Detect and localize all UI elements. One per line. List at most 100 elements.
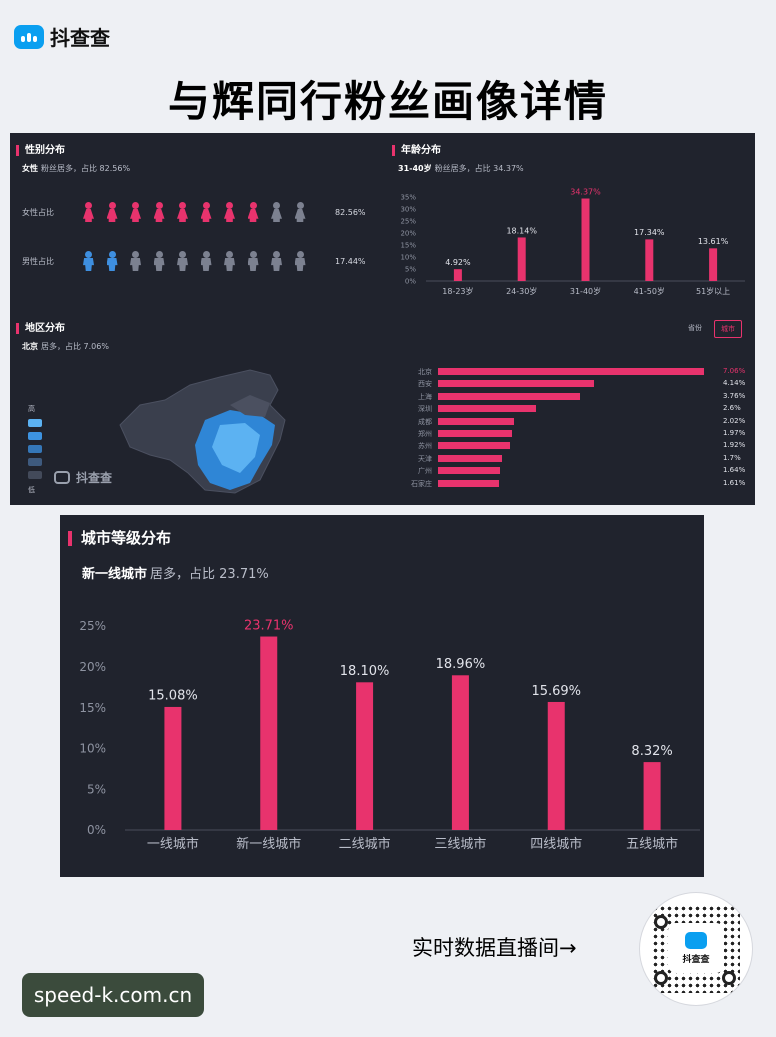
- female-label: 女性占比: [22, 207, 54, 217]
- y-tick-label: 0%: [405, 277, 416, 285]
- data-label: 18.14%: [506, 226, 537, 235]
- tab-province[interactable]: 省份: [688, 324, 702, 332]
- y-tick-label: 15%: [400, 241, 416, 249]
- female-person-icon: [270, 202, 283, 222]
- female-person-icon: [82, 202, 95, 222]
- city-value: 1.7%: [723, 453, 741, 462]
- city-bar: [438, 405, 536, 413]
- female-person-icon: [247, 202, 260, 222]
- y-tick-label: 10%: [79, 742, 106, 756]
- region-subtitle: 北京 居多，占比 7.06%: [22, 342, 109, 351]
- city-value: 1.64%: [723, 466, 746, 475]
- city-value: 1.92%: [723, 441, 746, 450]
- x-tick-label: 51岁以上: [696, 286, 730, 296]
- data-label: 18.96%: [436, 657, 486, 672]
- x-tick-label: 三线城市: [434, 836, 486, 852]
- city-label: 郑州: [418, 430, 432, 438]
- chat-bubble-icon: [685, 931, 707, 949]
- x-tick-label: 五线城市: [626, 836, 678, 852]
- x-tick-label: 四线城市: [530, 836, 582, 852]
- city-label: 天津: [418, 454, 432, 463]
- city-label: 西安: [418, 380, 432, 389]
- qr-finder: [654, 971, 668, 985]
- male-person-icon: [294, 251, 307, 271]
- qr-code[interactable]: 抖查查: [640, 893, 752, 1005]
- male-person-icon: [200, 251, 213, 271]
- y-tick-label: 25%: [400, 217, 416, 225]
- chat-bubble-icon: [54, 471, 70, 484]
- page-title: 与辉同行粉丝画像详情: [167, 77, 608, 126]
- male-row: 男性占比 17.44%: [22, 251, 366, 271]
- city-label: 成都: [418, 417, 432, 426]
- legend-swatch: [28, 445, 42, 453]
- data-label: 15.08%: [148, 689, 198, 704]
- qr-finder: [654, 915, 668, 929]
- chat-bubble-icon: [14, 24, 44, 49]
- city-bar: [438, 380, 594, 388]
- female-row: 女性占比 82.56%: [22, 202, 366, 222]
- y-tick-label: 20%: [79, 660, 106, 674]
- x-tick-label: 18-23岁: [442, 286, 473, 296]
- live-room-link[interactable]: 实时数据直播间→: [412, 936, 577, 960]
- data-label: 34.37%: [570, 187, 601, 196]
- city-value: 4.14%: [723, 379, 746, 388]
- bar: [260, 636, 278, 830]
- y-tick-label: 0%: [87, 823, 106, 837]
- data-label: 8.32%: [631, 744, 672, 759]
- city-label: 深圳: [418, 405, 432, 414]
- city-bar: [438, 392, 580, 400]
- city-bar: [438, 368, 704, 375]
- city-value: 7.06%: [723, 367, 746, 375]
- watermark-logo: 抖查查: [54, 469, 112, 486]
- x-tick-label: 41-50岁: [634, 286, 665, 296]
- city-tier-title: 城市等级分布: [68, 531, 171, 546]
- legend-swatch: [28, 432, 42, 440]
- city-bar: [438, 479, 499, 487]
- legend-low: 低: [28, 486, 35, 494]
- gender-subtitle: 女性 粉丝居多，占比 82.56%: [22, 164, 131, 173]
- city-label: 北京: [418, 368, 432, 376]
- age-title: 年龄分布: [392, 145, 441, 156]
- city-bar: [438, 442, 511, 450]
- male-label: 男性占比: [22, 256, 54, 266]
- male-icon-row: [82, 251, 317, 271]
- tab-city[interactable]: 城市: [714, 320, 742, 338]
- city-label: 上海: [418, 392, 432, 401]
- legend-high: 高: [28, 405, 35, 413]
- city-label: 广州: [418, 467, 432, 476]
- legend-swatch: [28, 471, 42, 479]
- x-tick-label: 新一线城市: [236, 836, 301, 852]
- male-person-icon: [153, 251, 166, 271]
- female-person-icon: [153, 202, 166, 222]
- male-value: 17.44%: [335, 256, 366, 266]
- bar: [164, 706, 182, 830]
- y-tick-label: 5%: [405, 265, 416, 273]
- watermark-text: 抖查查: [76, 471, 113, 485]
- region-tabs: 省份 城市: [682, 320, 742, 338]
- city-label: 苏州: [418, 442, 432, 451]
- dashboard-panel: 性别分布 女性 粉丝居多，占比 82.56% 女性占比 82.56% 男性占比 1…: [10, 133, 755, 505]
- female-value: 82.56%: [335, 207, 366, 217]
- bar: [581, 198, 590, 281]
- data-label: 23.71%: [244, 618, 294, 633]
- bar: [451, 675, 469, 830]
- city-value: 3.76%: [723, 391, 746, 400]
- male-person-icon: [223, 251, 236, 271]
- data-label: 4.92%: [445, 258, 471, 267]
- male-person-icon: [176, 251, 189, 271]
- female-person-icon: [106, 202, 119, 222]
- y-tick-label: 10%: [400, 253, 416, 261]
- city-value: 2.6%: [723, 404, 741, 413]
- bar: [645, 239, 654, 281]
- female-person-icon: [294, 202, 307, 222]
- x-tick-label: 31-40岁: [570, 286, 601, 296]
- gender-title: 性别分布: [16, 145, 65, 156]
- brand-name: 抖查查: [50, 26, 110, 50]
- china-map: [119, 369, 286, 494]
- x-tick-label: 一线城市: [147, 836, 199, 852]
- age-subtitle: 31-40岁 粉丝居多，占比 34.37%: [398, 164, 524, 173]
- female-person-icon: [223, 202, 236, 222]
- x-tick-label: 24-30岁: [506, 286, 537, 296]
- y-tick-label: 15%: [79, 701, 106, 715]
- city-value: 1.61%: [723, 478, 746, 487]
